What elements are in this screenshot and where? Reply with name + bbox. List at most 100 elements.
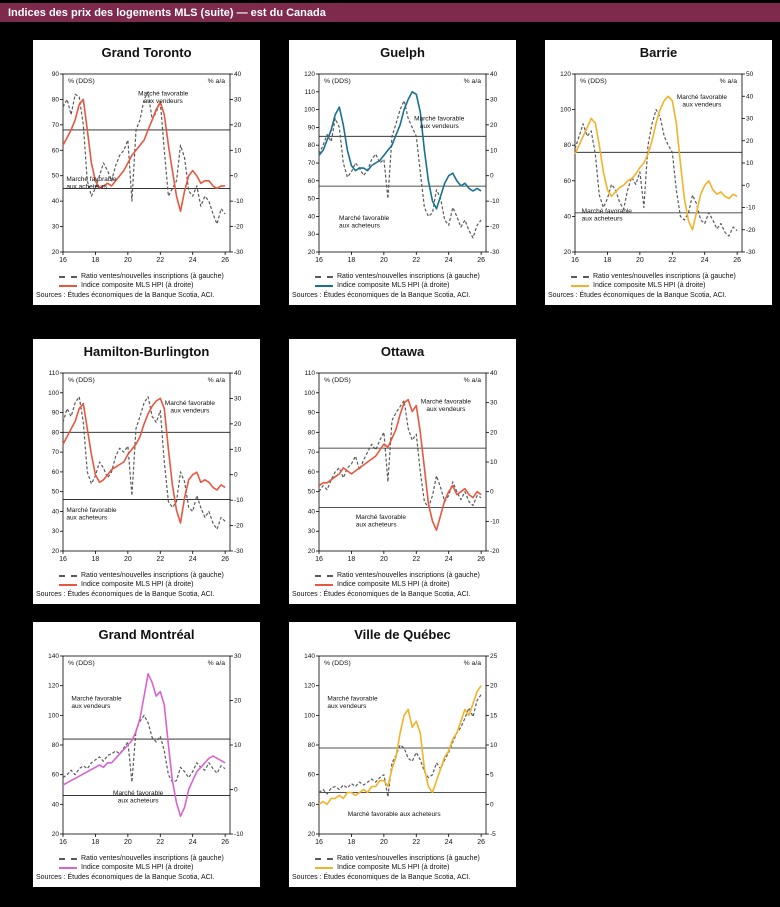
chart-text: % (DDS) [324,660,351,667]
chart-text: 40 [564,213,572,220]
chart-text: 16 [315,839,323,846]
legend-label-ratio: Ratio ventes/nouvelles inscriptions (à g… [81,855,224,862]
legend-label-ratio: Ratio ventes/nouvelles inscriptions (à g… [337,273,480,280]
chart-text: 40 [234,370,242,377]
chart-text: -20 [234,224,244,231]
solid-line-swatch [315,866,333,869]
chart-text: Marché favorable [66,507,117,514]
solid-line-swatch [571,284,589,287]
chart-text: 40 [746,93,754,100]
chart-text: 20 [234,421,242,428]
chart-text: 140 [304,653,315,660]
dashed-line-swatch [315,574,333,577]
chart-text: 140 [48,653,59,660]
chart-text: 120 [304,71,315,78]
chart-text: aux vendeurs [682,101,722,108]
charts-grid: Grand Toronto 90 80 70 60 50 40 30 20 40 30 20 10 0-… [0,40,780,887]
chart-text: % (DDS) [580,78,607,85]
chart-text: 22 [156,257,164,264]
legend-item-hpi: Indice composite MLS HPI (à droite) [59,863,260,872]
chart-text: 26 [733,257,741,264]
chart-text: Marché favorable [677,94,728,101]
chart-text: aux acheteurs [356,521,398,528]
chart-text: 20 [636,257,644,264]
legend-item-ratio: Ratio ventes/nouvelles inscriptions (à g… [59,854,260,863]
chart-text: % a/a [720,78,738,85]
chart-text: 22 [156,556,164,563]
chart-row-3: Grand Montréal 140 120 100 80 60 40 20 30 20 10 0-… [33,622,780,887]
chart-text: 70 [308,449,316,456]
chart-text: Marché favorable [66,176,117,183]
chart-source: Sources : Études économiques de la Banqu… [548,292,727,299]
chart-text: -20 [746,227,756,234]
chart-text: 80 [308,142,316,149]
chart-text: 24 [189,257,197,264]
chart-source: Sources : Études économiques de la Banqu… [36,591,215,598]
dashed-line-swatch [59,275,77,278]
chart-text: 15 [490,712,498,719]
chart-text: 100 [48,390,59,397]
ratio-line [62,714,226,783]
chart-text: aux acheteurs [339,222,381,229]
chart-text: 16 [315,556,323,563]
legend-item-hpi: Indice composite MLS HPI (à droite) [315,580,516,589]
chart-text: 26 [221,257,229,264]
chart-text: 30 [234,395,242,402]
chart-text: % a/a [208,78,226,85]
legend-label-hpi: Indice composite MLS HPI (à droite) [81,282,194,289]
chart-source: Sources : Études économiques de la Banqu… [36,874,215,881]
chart-text: 80 [308,742,316,749]
chart-canvas: 140 120 100 80 60 40 20 25 20 15 10 5 0 -5 16 18 20 22 24 2… [304,653,498,846]
chart-text: 50 [746,71,754,78]
chart-text: 20 [308,831,316,838]
chart-text: -20 [490,224,500,231]
chart-text: 40 [490,71,498,78]
chart-text: -30 [234,249,244,256]
chart-text: 20 [52,249,60,256]
chart-text: 26 [221,556,229,563]
chart-text: 40 [52,198,60,205]
chart-canvas: 1101009080706050403020403020100-10-20-30… [48,370,244,563]
chart-text: % (DDS) [324,78,351,85]
chart-text: 20 [124,556,132,563]
chart-text: -5 [490,831,496,838]
chart-text: 40 [52,508,60,515]
chart-text: 60 [52,772,60,779]
chart-text: 0 [490,801,494,808]
chart-text: 40 [234,71,242,78]
legend-item-ratio: Ratio ventes/nouvelles inscriptions (à g… [315,272,516,281]
plot-frame [62,372,231,552]
chart-text: -10 [490,198,500,205]
legend-item-hpi: Indice composite MLS HPI (à droite) [315,863,516,872]
chart-text: 30 [52,528,60,535]
chart-text: Marché favorable [339,215,390,222]
chart-text: Marché favorable [327,696,378,703]
plot-frame [318,655,487,835]
chart-text: % a/a [208,660,226,667]
chart-text: 50 [308,489,316,496]
chart-text: 30 [234,653,242,660]
legend-label-hpi: Indice composite MLS HPI (à droite) [337,581,450,588]
ratio-line [62,91,226,225]
chart-text: 0 [490,489,494,496]
chart-text: aux vendeurs [71,703,111,710]
chart-text: Marché favorable [356,514,407,521]
chart-text: 18 [92,556,100,563]
chart-panel: Ville de Québec 140 120 100 80 60 40 20 25 20 15 1… [289,622,516,887]
chart-legend: Ratio ventes/nouvelles inscriptions (à g… [59,854,260,872]
legend-label-ratio: Ratio ventes/nouvelles inscriptions (à g… [81,572,224,579]
ratio-line [318,400,482,509]
chart-text: aux vendeurs [327,703,367,710]
chart-source: Sources : Études économiques de la Banqu… [36,292,215,299]
chart-text: 120 [48,683,59,690]
hpi-line [62,98,226,213]
chart-text: 100 [304,712,315,719]
chart-text: 10 [234,742,242,749]
chart-text: 30 [490,400,498,407]
chart-text: 120 [560,71,571,78]
chart-text: 10 [234,147,242,154]
chart-text: % (DDS) [68,78,95,85]
chart-text: 60 [52,147,60,154]
